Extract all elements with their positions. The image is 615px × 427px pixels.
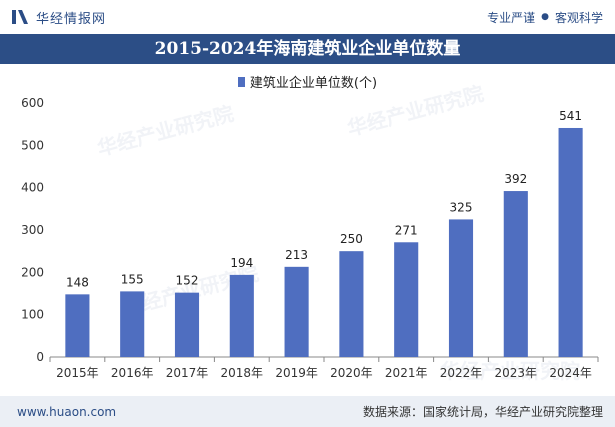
bullet-dot-icon: ● bbox=[541, 12, 549, 22]
y-tick-label: 300 bbox=[21, 223, 44, 237]
bar bbox=[558, 127, 583, 357]
brand: 华经情报网 bbox=[10, 7, 106, 27]
bar bbox=[229, 274, 254, 357]
bar bbox=[174, 292, 200, 357]
bar bbox=[65, 294, 90, 357]
data-label: 213 bbox=[285, 248, 308, 262]
data-label: 194 bbox=[230, 256, 253, 270]
legend-swatch bbox=[237, 76, 245, 87]
data-label: 152 bbox=[176, 274, 199, 288]
x-tick-label: 2023年 bbox=[495, 366, 538, 380]
footer: www.huaon.com 数据来源：国家统计局，华经产业研究院整理 bbox=[0, 396, 615, 427]
data-label: 148 bbox=[66, 275, 89, 289]
x-tick-label: 2022年 bbox=[440, 366, 483, 380]
slogan-left: 专业严谨 bbox=[487, 10, 536, 25]
y-tick-label: 100 bbox=[21, 308, 44, 322]
data-label: 155 bbox=[121, 272, 144, 286]
data-label: 250 bbox=[340, 232, 363, 246]
x-tick-label: 2021年 bbox=[385, 366, 428, 380]
x-tick-label: 2015年 bbox=[56, 366, 99, 380]
data-label: 392 bbox=[504, 172, 527, 186]
bar bbox=[503, 191, 528, 357]
y-tick-label: 0 bbox=[36, 350, 44, 364]
y-tick-label: 500 bbox=[21, 138, 44, 152]
huajing-logo-icon bbox=[12, 10, 28, 24]
data-label: 325 bbox=[450, 200, 473, 214]
bar bbox=[448, 219, 474, 357]
x-tick-label: 2018年 bbox=[221, 366, 264, 380]
bar bbox=[120, 291, 145, 357]
slogan-right: 客观科学 bbox=[554, 10, 603, 25]
y-tick-label: 200 bbox=[21, 265, 44, 279]
x-tick-label: 2017年 bbox=[166, 366, 209, 380]
footer-source: 数据来源：国家统计局，华经产业研究院整理 bbox=[362, 405, 603, 419]
bar bbox=[394, 242, 419, 357]
x-tick-label: 2024年 bbox=[549, 366, 592, 380]
chart-title: 2015-2024年海南建筑业企业单位数量 bbox=[0, 34, 615, 64]
footer-url[interactable]: www.huaon.com bbox=[17, 404, 117, 419]
x-tick-label: 2020年 bbox=[330, 366, 373, 380]
data-label: 541 bbox=[559, 109, 582, 123]
bar-chart: 0 100 200 300 400 500 600 148 2015年 155 2016年 152 20… bbox=[21, 96, 599, 380]
brand-name: 华经情报网 bbox=[36, 11, 107, 27]
x-tick-label: 2019年 bbox=[275, 366, 318, 380]
bar bbox=[339, 251, 364, 357]
y-tick-label: 600 bbox=[21, 96, 44, 110]
bar bbox=[284, 266, 309, 357]
chart-legend: 建筑业企业单位数(个) bbox=[0, 72, 615, 91]
x-tick-label: 2016年 bbox=[111, 366, 154, 380]
data-label: 271 bbox=[395, 223, 418, 237]
header-bar: 华经情报网 专业严谨 ● 客观科学 bbox=[0, 0, 615, 34]
legend-label: 建筑业企业单位数(个) bbox=[249, 76, 378, 91]
y-tick-label: 400 bbox=[21, 181, 44, 195]
slogan: 专业严谨 ● 客观科学 bbox=[487, 9, 603, 26]
